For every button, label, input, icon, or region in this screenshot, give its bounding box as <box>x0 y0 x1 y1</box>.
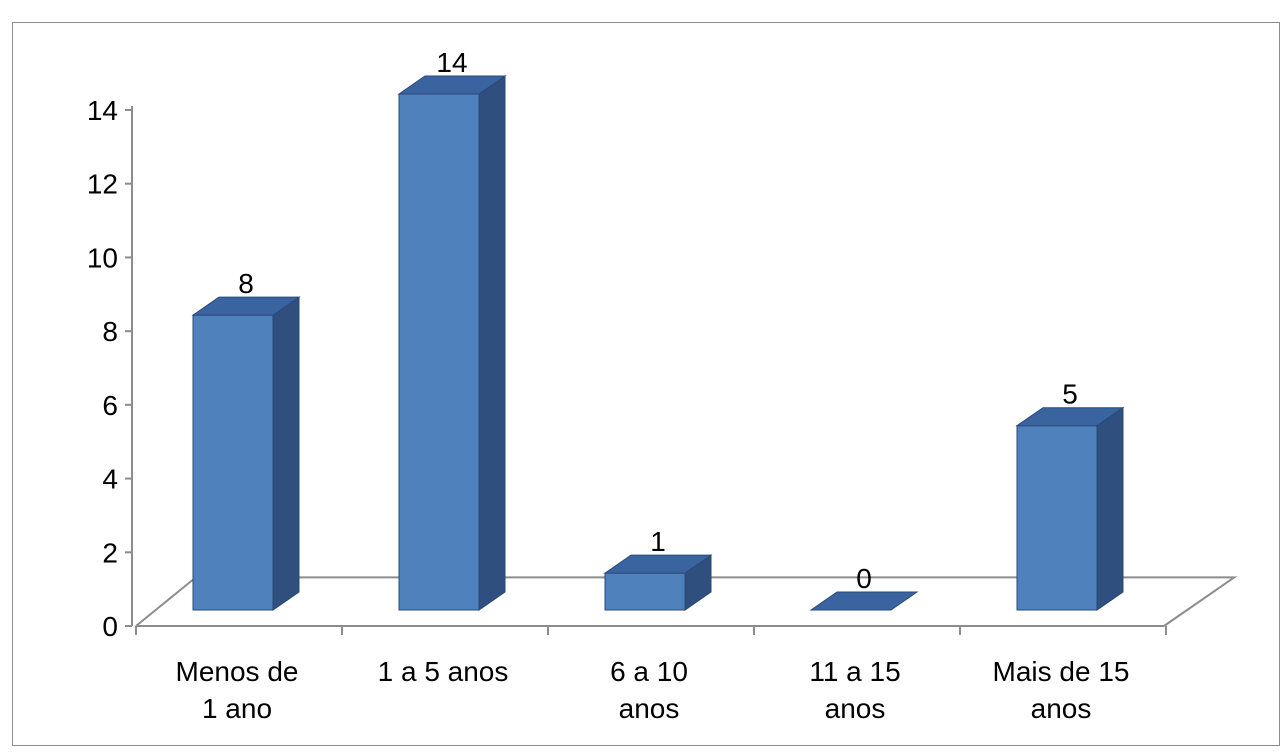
y-tick-label: 12 <box>87 169 118 200</box>
bar-3 <box>809 591 919 611</box>
y-tick-label: 10 <box>87 242 118 273</box>
bar-top <box>809 591 919 611</box>
chart-floor <box>135 576 1238 627</box>
bar-side <box>478 75 506 611</box>
x-tick-label: 6 a 10 <box>610 656 688 687</box>
y-tick-label: 14 <box>87 95 118 126</box>
bar-front <box>398 93 480 611</box>
data-label: 8 <box>238 268 254 299</box>
x-tick-label: Menos de <box>176 656 299 687</box>
data-label: 1 <box>650 526 666 557</box>
y-tick-label: 2 <box>102 537 118 568</box>
bar-front <box>192 314 274 611</box>
x-tick-label: 11 a 15 <box>809 656 900 687</box>
x-tick-label: anos <box>619 693 680 724</box>
bar-top <box>191 296 301 316</box>
bar-top <box>1015 407 1125 427</box>
bar-0 <box>191 296 301 611</box>
x-tick-label: anos <box>1031 693 1092 724</box>
bar-side <box>272 296 300 611</box>
bar-top <box>603 554 713 574</box>
bar-2 <box>603 554 713 611</box>
bar-1 <box>397 75 507 611</box>
x-tick-label: 1 a 5 anos <box>378 656 509 687</box>
chart-labels: 8 Menos de 1 ano 14 1 a 5 anos 1 6 a 10 anos 0 11… <box>176 47 1130 724</box>
x-tick-label: Mais de 15 <box>993 656 1130 687</box>
y-tick-label: 6 <box>102 390 118 421</box>
data-label: 0 <box>856 563 872 594</box>
chart-floor-outline <box>135 576 1238 627</box>
x-tick-label: anos <box>825 693 886 724</box>
y-tick-label: 0 <box>102 611 118 642</box>
bar-front <box>604 572 686 611</box>
chart-bars <box>191 75 1125 611</box>
bar-side <box>1096 406 1124 611</box>
x-tick-label: 1 ano <box>202 693 272 724</box>
data-label: 5 <box>1062 379 1078 410</box>
data-label: 14 <box>436 47 467 78</box>
bar-top <box>397 75 507 95</box>
y-tick-label: 8 <box>102 316 118 347</box>
bar-4 <box>1015 406 1125 611</box>
bar-front <box>1016 425 1098 611</box>
y-tick-label: 4 <box>102 464 118 495</box>
